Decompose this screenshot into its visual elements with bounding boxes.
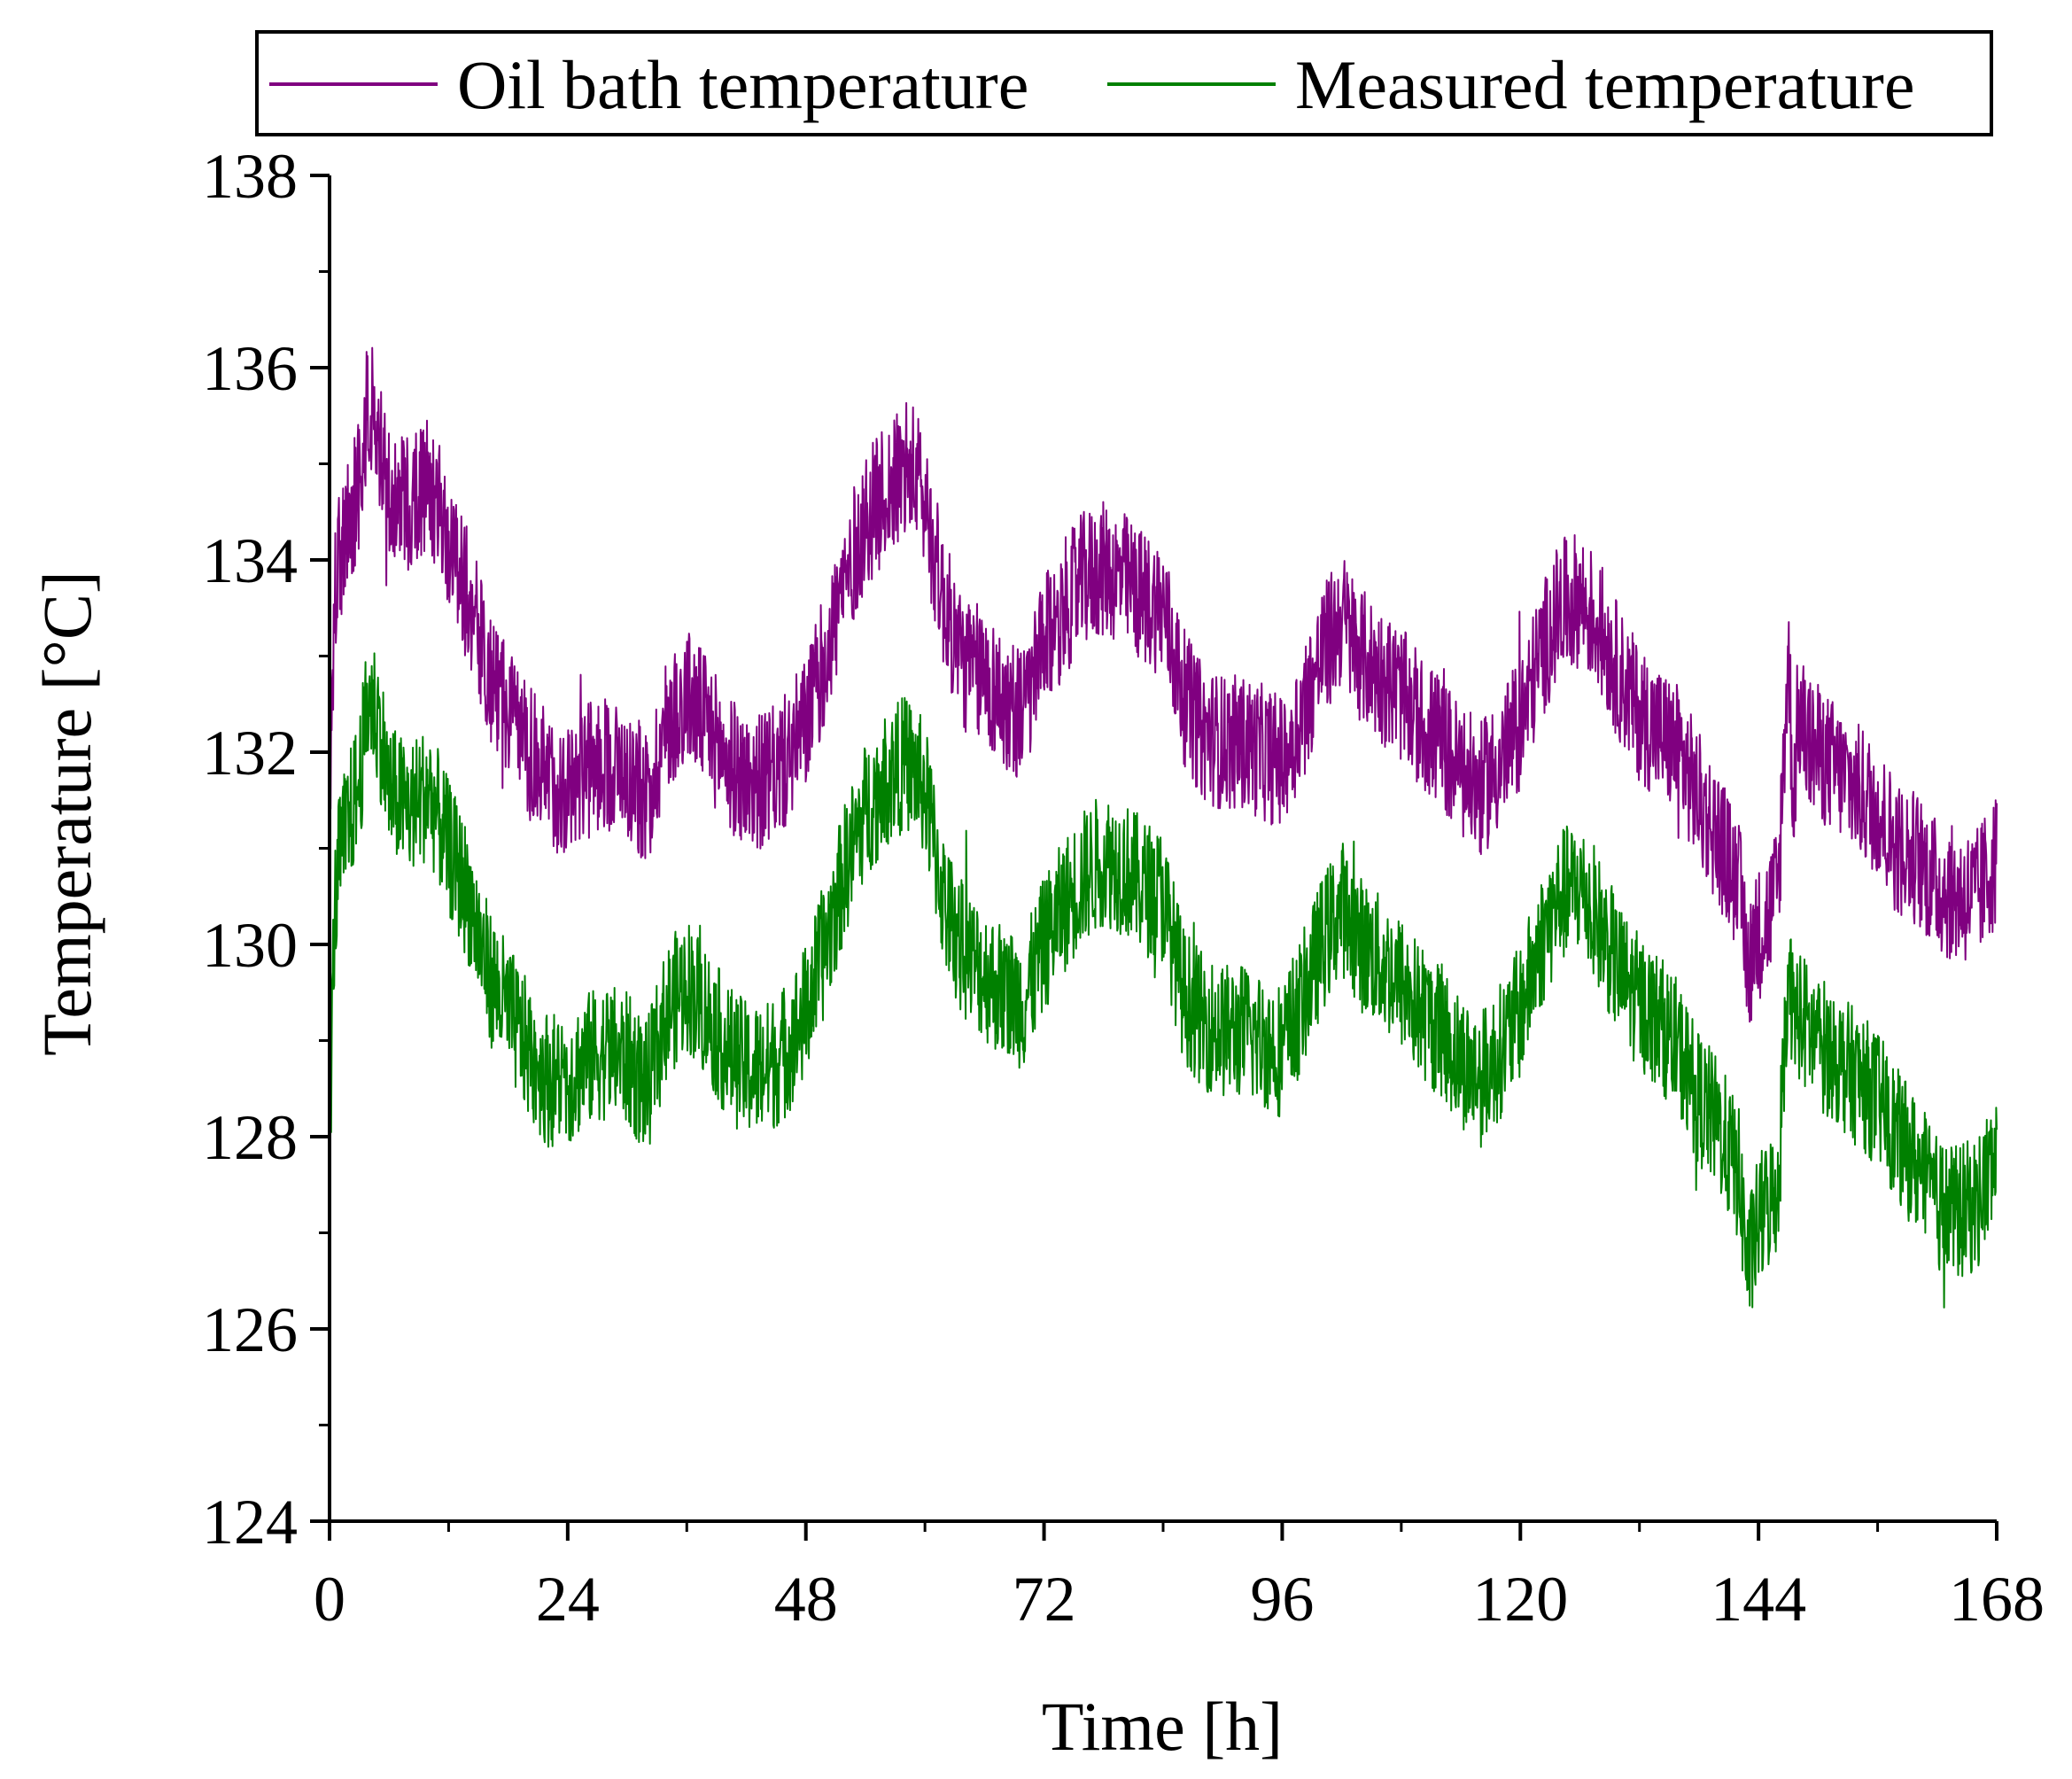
- ticks-layer: 0 24 48 72 96 120 144 168 124 126 128 130 132 134 136 1…: [202, 141, 2045, 1635]
- x-tick-label: 120: [1472, 1564, 1568, 1635]
- legend-label-measured: Measured temperature: [1295, 46, 1915, 123]
- y-tick-label: 124: [202, 1487, 298, 1558]
- x-tick-label: 0: [314, 1564, 345, 1635]
- x-tick-label: 72: [1013, 1564, 1076, 1635]
- y-tick-label: 138: [202, 141, 298, 212]
- y-tick-label: 134: [202, 525, 298, 596]
- y-tick-label: 126: [202, 1294, 298, 1365]
- x-axis-title: Time [h]: [1042, 1688, 1283, 1765]
- legend-label-oil-bath: Oil bath temperature: [457, 46, 1028, 123]
- y-axis-title: Temperature [°C]: [28, 571, 105, 1056]
- series-layer: [329, 346, 1998, 1309]
- x-tick-label: 168: [1949, 1564, 2045, 1635]
- x-tick-label: 24: [536, 1564, 600, 1635]
- x-tick-label: 48: [774, 1564, 838, 1635]
- legend: Oil bath temperature Measured temperatur…: [255, 30, 1993, 136]
- x-tick-label: 96: [1250, 1564, 1314, 1635]
- x-tick-label: 144: [1711, 1564, 1806, 1635]
- y-tick-label: 130: [202, 910, 298, 981]
- y-tick-label: 132: [202, 718, 298, 789]
- y-tick-label: 128: [202, 1102, 298, 1173]
- series-line-measured: [329, 652, 1998, 1309]
- series-line-oil-bath: [329, 346, 1998, 1023]
- y-tick-label: 136: [202, 333, 298, 404]
